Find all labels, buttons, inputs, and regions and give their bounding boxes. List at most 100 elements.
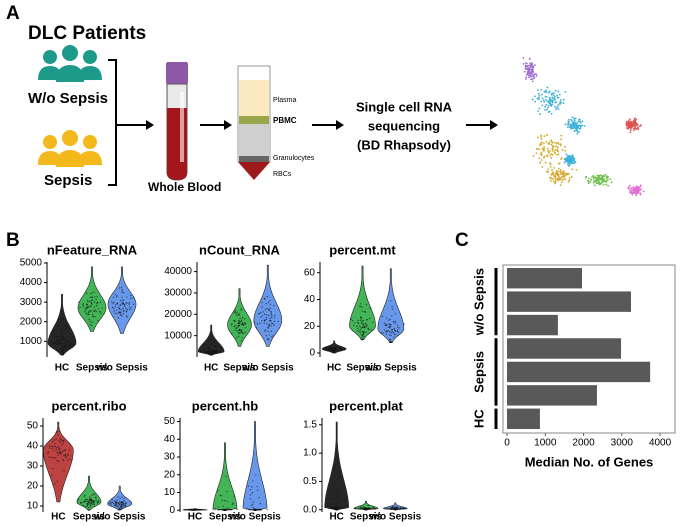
jitter-point xyxy=(57,344,59,346)
jitter-point xyxy=(273,324,275,326)
jitter-point xyxy=(390,334,392,337)
umap-point xyxy=(631,193,634,196)
jitter-point xyxy=(359,331,362,334)
umap-point xyxy=(535,73,538,76)
umap-point xyxy=(539,144,541,147)
blood-label: Whole Blood xyxy=(148,180,221,194)
jitter-point xyxy=(92,310,94,312)
umap-point xyxy=(632,123,635,125)
jitter-point xyxy=(365,326,367,328)
jitter-point xyxy=(369,307,371,309)
jitter-point xyxy=(336,490,338,492)
jitter-point xyxy=(69,458,71,461)
jitter-point xyxy=(119,299,122,302)
umap-point xyxy=(533,73,536,76)
umap-point xyxy=(571,116,574,119)
umap-point xyxy=(561,179,564,181)
jitter-point xyxy=(264,330,266,332)
jitter-point xyxy=(252,506,255,509)
jitter-point xyxy=(126,308,129,311)
y-tick-label: 50 xyxy=(27,421,39,432)
jitter-point xyxy=(89,296,91,299)
umap-point xyxy=(552,180,555,183)
jitter-point xyxy=(122,299,124,302)
jitter-point xyxy=(91,313,94,316)
jitter-point xyxy=(403,323,405,325)
umap-point xyxy=(609,178,612,181)
jitter-point xyxy=(259,322,261,325)
violin xyxy=(253,264,283,347)
jitter-point xyxy=(69,343,71,345)
jitter-point xyxy=(237,331,240,334)
umap-point xyxy=(553,97,556,100)
umap-point xyxy=(522,56,525,59)
jitter-point xyxy=(58,460,60,463)
jitter-point xyxy=(48,456,50,458)
umap-point xyxy=(579,120,581,123)
jitter-point xyxy=(381,315,384,318)
jitter-point xyxy=(214,345,216,348)
umap-point xyxy=(568,155,571,158)
jitter-point xyxy=(339,347,341,350)
umap-point xyxy=(594,177,597,180)
jitter-point xyxy=(84,307,87,310)
plasma-layer xyxy=(239,80,269,116)
umap-point xyxy=(563,158,566,161)
jitter-point xyxy=(123,500,125,502)
jitter-point xyxy=(210,349,212,351)
umap-point xyxy=(627,125,630,128)
group-label: w/o Sepsis xyxy=(471,268,486,336)
jitter-point xyxy=(51,440,54,443)
y-tick-label: 1.0 xyxy=(303,448,317,459)
jitter-point xyxy=(84,310,86,313)
jitter-point xyxy=(249,498,252,500)
umap-point xyxy=(595,181,598,184)
umap-point xyxy=(635,124,638,127)
y-tick-label: 4000 xyxy=(20,277,43,288)
jitter-point xyxy=(392,321,395,323)
jitter-point xyxy=(364,509,366,511)
jitter-point xyxy=(250,509,252,511)
jitter-point xyxy=(92,502,94,504)
jitter-point xyxy=(51,457,54,459)
jitter-point xyxy=(116,296,118,298)
umap-point xyxy=(540,136,542,138)
jitter-point xyxy=(389,327,391,329)
umap-point xyxy=(545,170,548,173)
jitter-point xyxy=(67,454,69,456)
jitter-point xyxy=(239,320,241,323)
jitter-point xyxy=(55,457,57,459)
sequencing-label: Single cell RNA xyxy=(356,99,453,114)
umap-point xyxy=(566,163,569,166)
jitter-point xyxy=(68,449,70,451)
jitter-point xyxy=(120,507,122,509)
jitter-point xyxy=(59,437,61,440)
jitter-point xyxy=(124,505,127,507)
jitter-point xyxy=(61,351,64,354)
jitter-point xyxy=(365,331,367,333)
violin xyxy=(76,475,102,511)
jitter-point xyxy=(90,299,93,301)
y-tick-label: 2000 xyxy=(20,316,43,327)
jitter-point xyxy=(271,322,273,324)
workflow-title: DLC Patients xyxy=(28,23,146,44)
umap-point xyxy=(592,181,595,184)
jitter-point xyxy=(365,509,368,511)
jitter-point xyxy=(82,305,85,308)
umap-point xyxy=(542,99,545,102)
jitter-point xyxy=(95,310,97,313)
jitter-point xyxy=(231,323,233,325)
jitter-point xyxy=(54,335,56,338)
jitter-point xyxy=(365,304,368,306)
jitter-point xyxy=(385,331,387,333)
jitter-point xyxy=(47,451,50,453)
jitter-point xyxy=(54,445,57,448)
jitter-point xyxy=(124,504,126,506)
jitter-point xyxy=(338,506,341,508)
umap-point xyxy=(556,146,559,148)
jitter-point xyxy=(62,336,64,339)
jitter-point xyxy=(398,507,400,509)
jitter-point xyxy=(331,348,333,351)
violin xyxy=(227,288,252,347)
